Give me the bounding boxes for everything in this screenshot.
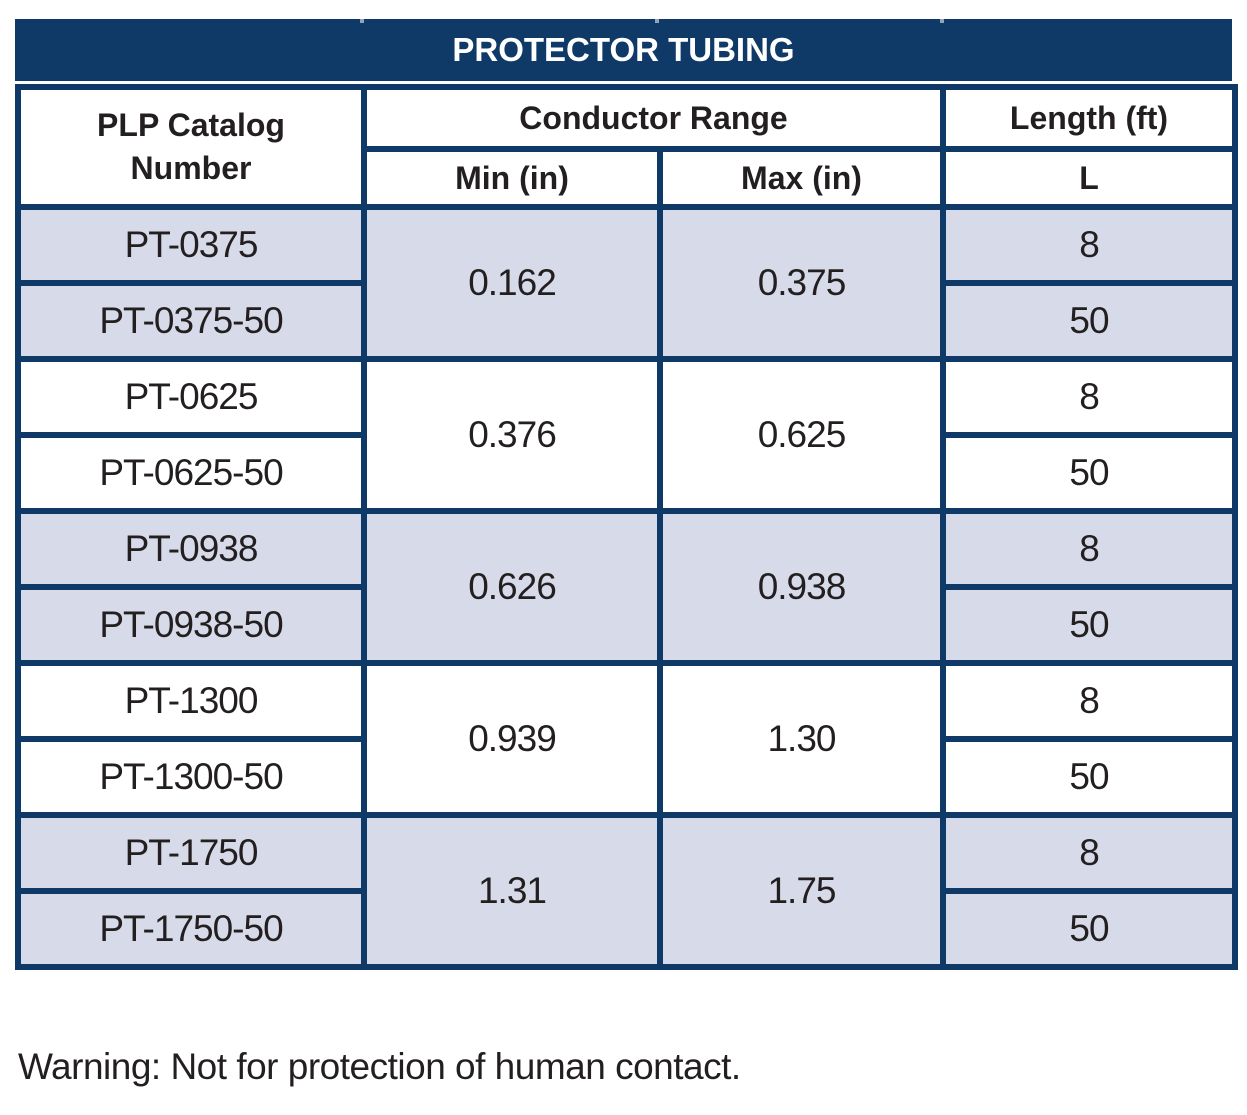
- header-catalog-label: PLP Catalog Number: [97, 106, 285, 186]
- catalog-cell: PT-1300: [15, 660, 367, 742]
- header-row-2: Min (in) Max (in) L: [18, 146, 1238, 210]
- catalog-cell: PT-1750: [15, 812, 367, 894]
- table-row: PT-1750-50 50: [15, 888, 1238, 970]
- table-row: PT-0625 0.376 0.625 8: [15, 356, 1238, 514]
- table-row: PT-0938-50 50: [15, 584, 1238, 666]
- min-cell: 0.626: [361, 508, 663, 666]
- column-border-tick: [940, 19, 944, 23]
- length-cell: 50: [940, 888, 1238, 970]
- max-cell: 1.75: [657, 812, 946, 970]
- table-row: PT-0375 0.162 0.375 8: [15, 204, 1238, 362]
- header-row-1: PLP Catalog Number Conductor Range Lengt…: [15, 84, 1238, 210]
- table-title-bar: PROTECTOR TUBING: [15, 19, 1232, 81]
- catalog-cell: PT-0375: [15, 204, 367, 286]
- table-row: PT-1750 1.31 1.75 8: [15, 812, 1238, 970]
- max-cell: 0.938: [657, 508, 946, 666]
- min-cell: 0.162: [361, 204, 663, 362]
- catalog-cell: PT-0625: [15, 356, 367, 438]
- length-cell: 50: [940, 280, 1238, 362]
- table-row: PT-0375-50 50: [15, 280, 1238, 362]
- table-row: PT-1300 0.939 1.30 8: [15, 660, 1238, 818]
- header-length-sub: L: [940, 146, 1238, 210]
- length-cell: 8: [940, 356, 1238, 438]
- length-cell: 8: [940, 508, 1238, 590]
- catalog-cell: PT-1750-50: [15, 888, 367, 970]
- header-length: Length (ft): [940, 84, 1238, 152]
- length-cell: 8: [940, 204, 1238, 286]
- min-cell: 1.31: [361, 812, 663, 970]
- length-cell: 50: [940, 736, 1238, 818]
- protector-tubing-table: PLP Catalog Number Conductor Range Lengt…: [15, 84, 1238, 970]
- min-cell: 0.376: [361, 356, 663, 514]
- catalog-cell: PT-0375-50: [15, 280, 367, 362]
- header-min: Min (in): [361, 146, 663, 210]
- max-cell: 0.375: [657, 204, 946, 362]
- table-title: PROTECTOR TUBING: [452, 31, 795, 68]
- protector-tubing-table-wrapper: PROTECTOR TUBING PLP Catalog Number Cond…: [15, 19, 1238, 970]
- column-border-tick: [655, 19, 659, 23]
- column-border-tick: [360, 19, 364, 23]
- header-max: Max (in): [657, 146, 946, 210]
- table-row: PT-0938 0.626 0.938 8: [15, 508, 1238, 666]
- catalog-cell: PT-0938: [15, 508, 367, 590]
- table-row: PT-0625-50 50: [15, 432, 1238, 514]
- max-cell: 1.30: [657, 660, 946, 818]
- catalog-cell: PT-0625-50: [15, 432, 367, 514]
- catalog-cell: PT-1300-50: [15, 736, 367, 818]
- length-cell: 8: [940, 660, 1238, 742]
- length-cell: 50: [940, 432, 1238, 514]
- length-cell: 50: [940, 584, 1238, 666]
- length-cell: 8: [940, 812, 1238, 894]
- header-catalog: PLP Catalog Number: [15, 84, 367, 210]
- max-cell: 0.625: [657, 356, 946, 514]
- table-row: PT-1300-50 50: [15, 736, 1238, 818]
- warning-text: Warning: Not for protection of human con…: [18, 1046, 741, 1087]
- catalog-cell: PT-0938-50: [15, 584, 367, 666]
- min-cell: 0.939: [361, 660, 663, 818]
- header-conductor-range: Conductor Range: [361, 84, 946, 152]
